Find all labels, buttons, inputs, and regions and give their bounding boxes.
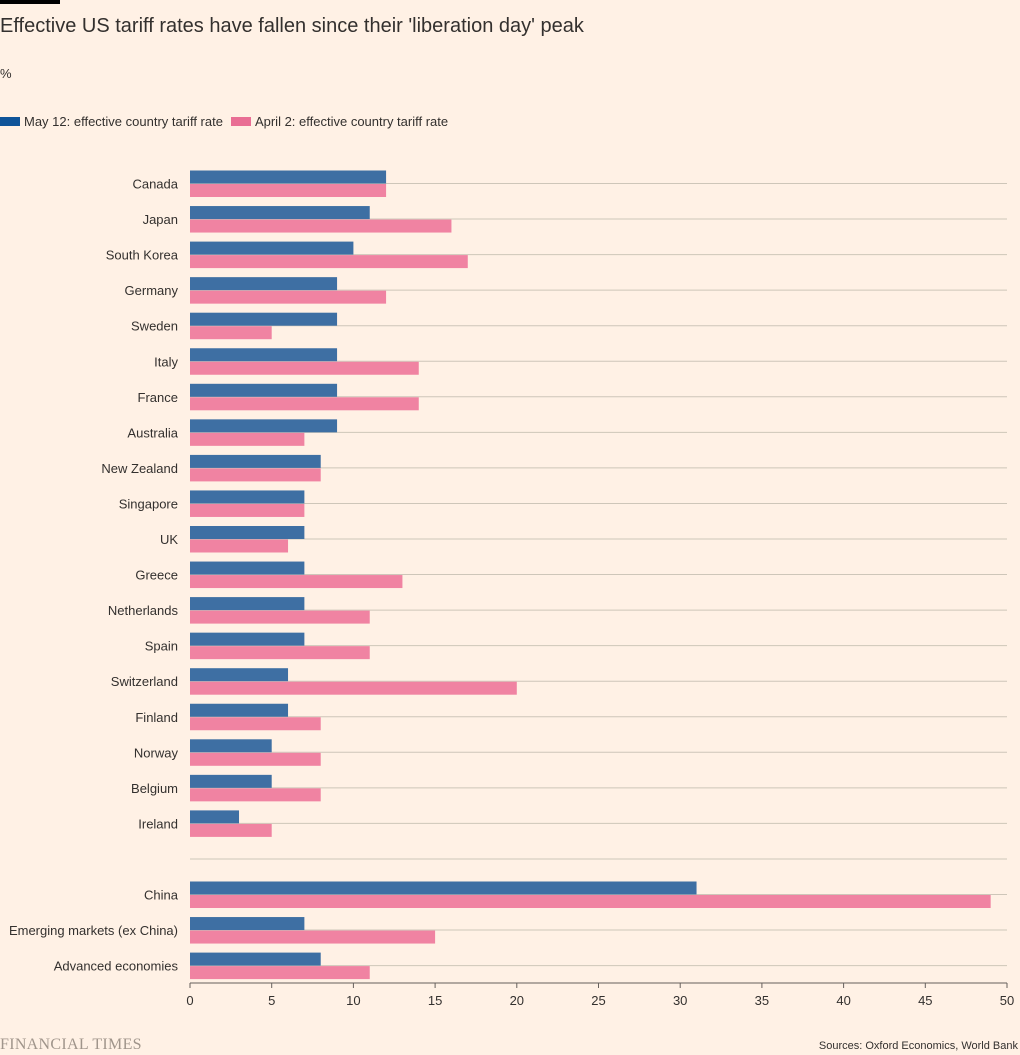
unit-label: % [0, 66, 12, 81]
category-label: Advanced economies [54, 959, 179, 974]
category-label: Sweden [131, 319, 178, 334]
category-label: Italy [154, 354, 178, 369]
bar-april2 [190, 184, 387, 197]
bar-may12 [190, 490, 305, 504]
bar-april2 [190, 575, 403, 589]
category-label: South Korea [106, 248, 179, 263]
bar-may12 [190, 774, 272, 788]
category-label: Netherlands [108, 603, 179, 618]
bar-may12 [190, 952, 321, 966]
category-label: Japan [143, 212, 178, 227]
bar-may12 [190, 881, 697, 895]
category-label: Belgium [131, 781, 178, 796]
bar-may12 [190, 206, 370, 220]
bar-april2 [190, 539, 289, 553]
category-label: Emerging markets (ex China) [9, 923, 178, 938]
bar-may12 [190, 170, 387, 184]
category-label: Singapore [119, 496, 178, 511]
bar-may12 [190, 241, 354, 255]
bar-april2 [190, 219, 452, 233]
legend-item-april2: April 2: effective country tariff rate [230, 114, 449, 129]
x-tick-label: 35 [755, 993, 769, 1008]
category-label: Germany [125, 283, 179, 298]
category-label: Finland [135, 710, 178, 725]
bar-april2 [190, 503, 305, 517]
x-tick-label: 15 [428, 993, 442, 1008]
bar-may12 [190, 348, 338, 362]
chart-title: Effective US tariff rates have fallen si… [0, 15, 584, 37]
bar-april2 [190, 930, 436, 944]
category-label: Canada [132, 177, 178, 192]
ft-top-bar [0, 0, 60, 4]
bar-may12 [190, 632, 305, 646]
bar-april2 [190, 290, 387, 304]
bar-april2 [190, 255, 468, 269]
category-label: Ireland [138, 816, 178, 831]
bar-april2 [190, 468, 321, 482]
bar-april2 [190, 717, 321, 731]
bar-april2 [190, 610, 370, 624]
bar-may12 [190, 810, 240, 824]
category-label: Greece [135, 568, 178, 583]
bar-may12 [190, 561, 305, 575]
bar-april2 [190, 895, 991, 908]
legend-item-may12: May 12: effective country tariff rate [0, 114, 223, 129]
category-label: Australia [127, 425, 178, 440]
bar-may12 [190, 917, 305, 931]
bar-may12 [190, 526, 305, 539]
legend-swatch-april2 [230, 117, 251, 126]
x-tick-label: 30 [673, 993, 687, 1008]
category-label: Switzerland [111, 674, 178, 689]
bar-april2 [190, 788, 321, 802]
legend-label-may12: May 12: effective country tariff rate [24, 114, 223, 129]
bar-may12 [190, 383, 338, 397]
category-label: New Zealand [101, 461, 178, 476]
bar-april2 [190, 823, 272, 837]
bar-april2 [190, 432, 305, 446]
bar-may12 [190, 597, 305, 611]
source-note: Sources: Oxford Economics, World Bank [818, 1040, 1018, 1052]
bar-april2 [190, 397, 419, 411]
ft-logo: FINANCIAL TIMES [0, 1036, 142, 1053]
category-label: Norway [134, 745, 179, 760]
legend: May 12: effective country tariff rate Ap… [0, 114, 456, 129]
x-tick-label: 10 [346, 993, 360, 1008]
bar-april2 [190, 966, 370, 980]
bar-may12 [190, 703, 289, 717]
x-tick-label: 40 [836, 993, 850, 1008]
bar-april2 [190, 646, 370, 660]
bar-may12 [190, 277, 338, 291]
bar-may12 [190, 739, 272, 753]
category-label: France [138, 390, 178, 405]
bar-may12 [190, 454, 321, 468]
x-tick-label: 50 [1000, 993, 1014, 1008]
category-label: Spain [145, 639, 178, 654]
bar-may12 [190, 668, 289, 682]
x-tick-label: 25 [591, 993, 605, 1008]
category-label: China [144, 888, 179, 903]
bar-april2 [190, 681, 517, 695]
bar-april2 [190, 326, 272, 340]
x-tick-label: 20 [510, 993, 524, 1008]
category-label: UK [160, 532, 178, 547]
bar-april2 [190, 361, 419, 375]
bar-may12 [190, 419, 338, 433]
bar-may12 [190, 312, 338, 326]
x-tick-label: 5 [268, 993, 275, 1008]
x-tick-label: 0 [186, 993, 193, 1008]
legend-swatch-may12 [0, 117, 20, 126]
legend-label-april2: April 2: effective country tariff rate [254, 114, 449, 129]
bar-april2 [190, 752, 321, 766]
x-tick-label: 45 [918, 993, 932, 1008]
